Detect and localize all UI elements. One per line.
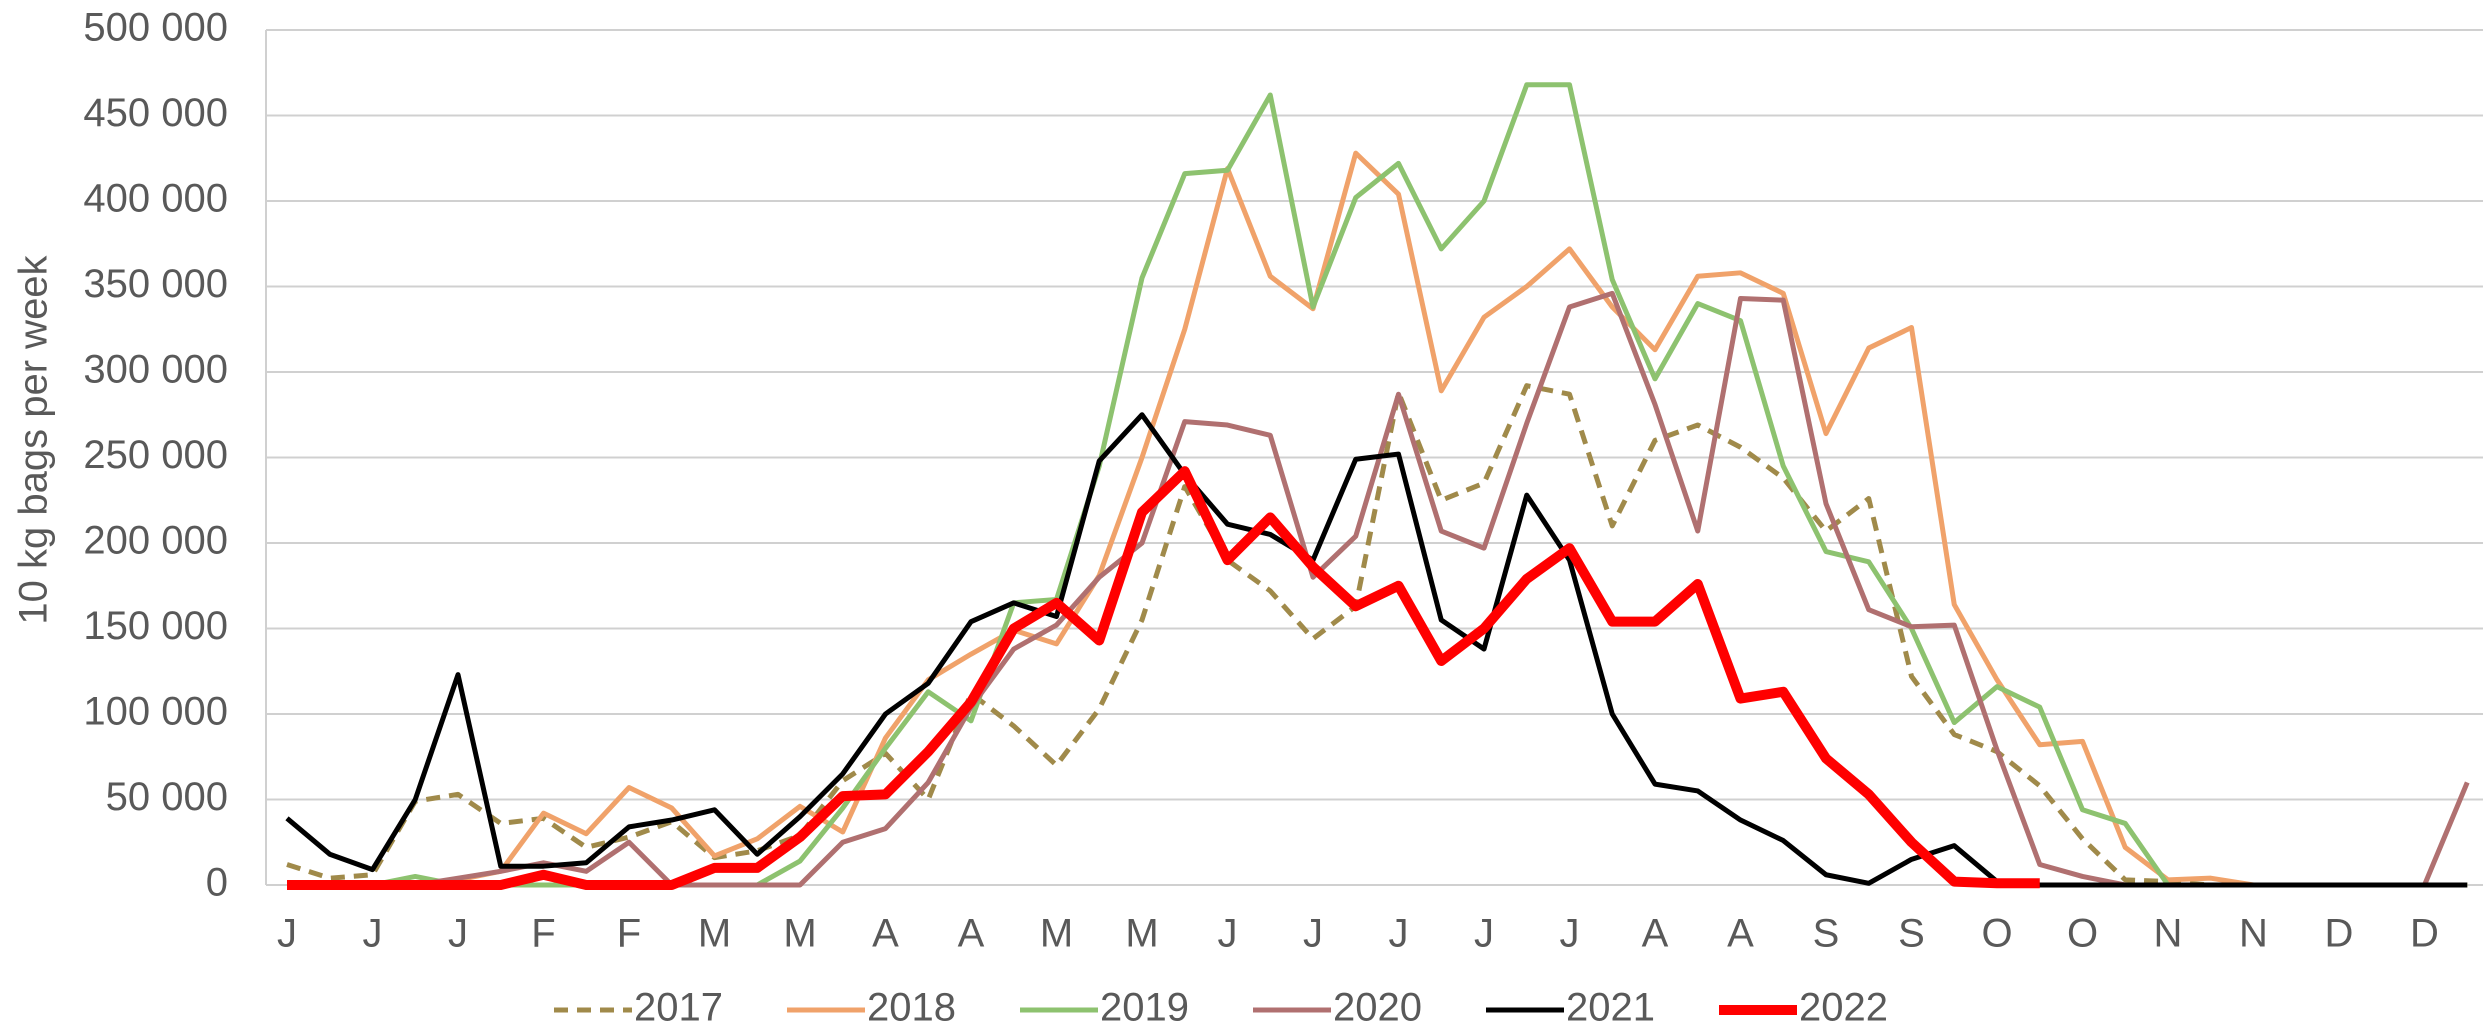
x-tick-label: D: [2325, 912, 2354, 956]
series-line: [287, 150, 2468, 888]
y-tick-label: 250 000: [83, 433, 228, 477]
x-tick-label: M: [698, 912, 731, 956]
legend-label: 2020: [1333, 986, 1422, 1030]
x-tick-label: A: [1727, 912, 1754, 956]
x-tick-label: J: [277, 912, 297, 956]
x-tick-label: M: [1040, 912, 1073, 956]
x-tick-label: N: [2154, 912, 2183, 956]
x-tick-label: S: [1898, 912, 1925, 956]
x-tick-label: J: [448, 912, 468, 956]
series-line: [287, 290, 2470, 888]
legend-label: 2019: [1100, 986, 1189, 1030]
y-tick-label: 100 000: [83, 690, 228, 734]
x-tick-label: N: [2239, 912, 2268, 956]
legend-label: 2017: [634, 986, 723, 1030]
x-tick-label: A: [1642, 912, 1669, 956]
series-line: [286, 383, 2468, 888]
x-tick-label: J: [363, 912, 383, 956]
x-tick-label: D: [2410, 912, 2439, 956]
x-tick-label: O: [1981, 912, 2012, 956]
x-tick-label: F: [617, 912, 641, 956]
y-tick-label: 150 000: [83, 604, 228, 648]
y-tick-label: 450 000: [83, 91, 228, 135]
x-tick-label: O: [2067, 912, 2098, 956]
legend-label: 2018: [867, 986, 956, 1030]
y-tick-label: 50 000: [106, 775, 228, 819]
y-tick-label: 350 000: [83, 262, 228, 306]
x-tick-label: J: [1303, 912, 1323, 956]
x-tick-label: A: [872, 912, 899, 956]
x-tick-label: A: [958, 912, 985, 956]
y-tick-label: 300 000: [83, 348, 228, 392]
legend-label: 2021: [1566, 986, 1655, 1030]
x-tick-label: J: [1218, 912, 1238, 956]
series-line: [285, 412, 2468, 888]
legend-label: 2022: [1799, 986, 1888, 1030]
x-tick-label: F: [531, 912, 555, 956]
x-tick-label: M: [1125, 912, 1158, 956]
y-axis-title: 10 kg bags per week: [12, 254, 56, 624]
x-tick-label: S: [1813, 912, 1840, 956]
x-tick-label: J: [1474, 912, 1494, 956]
y-tick-label: 0: [206, 861, 228, 905]
series-line: [287, 82, 2468, 888]
x-tick-label: J: [1389, 912, 1409, 956]
series-line: [287, 466, 2040, 890]
y-tick-label: 500 000: [83, 6, 228, 50]
x-tick-label: J: [1560, 912, 1580, 956]
x-tick-label: M: [783, 912, 816, 956]
y-tick-label: 200 000: [83, 519, 228, 563]
y-tick-label: 400 000: [83, 177, 228, 221]
